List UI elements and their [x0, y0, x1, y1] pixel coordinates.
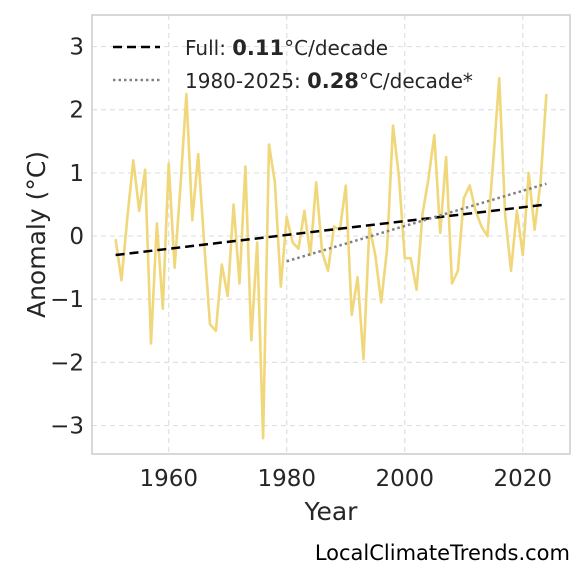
y-tick-label-3: 0: [69, 224, 84, 250]
legend-suffix-1: °C/decade*: [359, 69, 473, 93]
legend-label-0: Full: 0.11°C/decade: [185, 36, 388, 60]
legend-prefix-0: Full:: [185, 36, 232, 60]
legend-label-1: 1980-2025: 0.28°C/decade*: [185, 69, 473, 93]
series-line-1980-2025: [286, 182, 547, 263]
y-tick-label-4: 1: [69, 161, 84, 187]
y-tick-label-0: −3: [50, 414, 84, 440]
x-axis-label: Year: [304, 497, 359, 526]
x-tick-label-1960: 1960: [139, 466, 198, 492]
y-tick-label-5: 2: [69, 98, 84, 124]
grid: [92, 15, 570, 454]
x-tick-label-1980: 1980: [257, 466, 316, 492]
legend-rate-0: 0.11: [232, 36, 284, 60]
tick-labels: 1960 1980 2000 2020 −3 −2 −1 0 1 2 3: [50, 35, 552, 492]
x-tick-label-2020: 2020: [494, 466, 553, 492]
y-tick-label-2: −1: [50, 287, 84, 313]
series-group: [114, 76, 548, 440]
x-tick-label-2000: 2000: [375, 466, 434, 492]
footer-credit: LocalClimateTrends.com: [315, 541, 570, 565]
legend-rate-1: 0.28: [307, 69, 359, 93]
plot-frame: [91, 14, 571, 455]
legend-suffix-0: °C/decade: [284, 36, 388, 60]
legend-prefix-1: 1980-2025:: [185, 69, 307, 93]
y-axis-label: Anomaly (°C): [22, 151, 51, 318]
y-tick-label-6: 3: [69, 35, 84, 61]
y-tick-label-1: −2: [50, 350, 84, 376]
series-line-full: [115, 203, 547, 257]
